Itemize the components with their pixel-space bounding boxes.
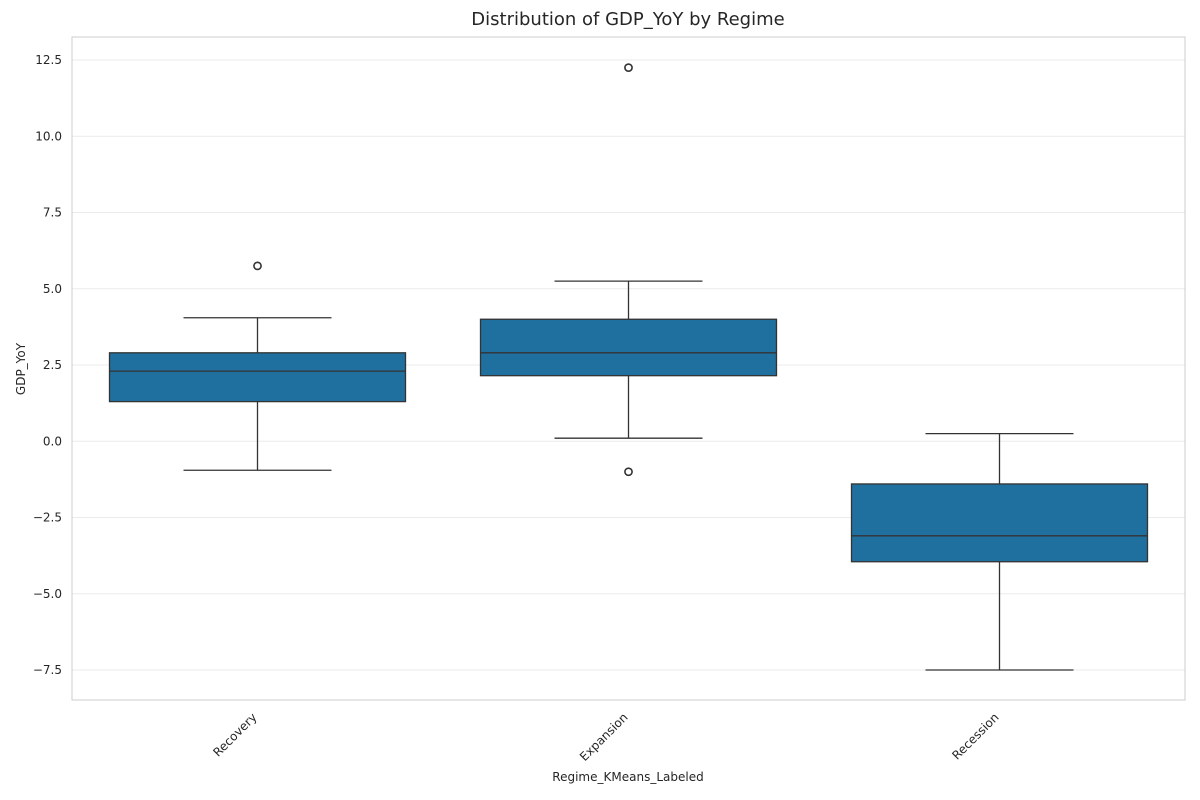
y-tick-label: 10.0 bbox=[35, 129, 62, 143]
y-tick-label: 7.5 bbox=[43, 206, 62, 220]
y-tick-labels: −7.5 −5.0 −2.5 0.0 2.5 5.0 7.5 10.0 12.5 bbox=[33, 53, 62, 677]
y-tick-label: 5.0 bbox=[43, 282, 62, 296]
box-recovery bbox=[108, 261, 407, 471]
x-tick-label-recovery: Recovery bbox=[210, 710, 259, 759]
box-layer bbox=[108, 63, 1149, 671]
y-tick-label: 2.5 bbox=[43, 358, 62, 372]
outlier-point bbox=[624, 63, 633, 73]
x-tick-labels: Recovery Expansion Recession bbox=[210, 710, 1001, 764]
x-tick-label-recession: Recession bbox=[949, 710, 1001, 762]
box-recession bbox=[850, 432, 1149, 671]
outlier-point bbox=[253, 261, 262, 271]
chart-title: Distribution of GDP_YoY by Regime bbox=[471, 9, 785, 30]
y-tick-label: −5.0 bbox=[33, 587, 62, 601]
x-tick-label-expansion: Expansion bbox=[577, 710, 631, 764]
y-tick-label: 12.5 bbox=[35, 53, 62, 67]
box-expansion bbox=[479, 63, 778, 477]
iqr-box bbox=[479, 318, 778, 377]
iqr-box bbox=[108, 352, 407, 403]
x-axis-label: Regime_KMeans_Labeled bbox=[552, 770, 703, 784]
y-tick-label: −2.5 bbox=[33, 511, 62, 525]
plot-frame bbox=[71, 36, 1186, 701]
outlier-point bbox=[624, 467, 633, 477]
iqr-box bbox=[850, 483, 1149, 563]
y-tick-label: −7.5 bbox=[33, 663, 62, 677]
y-axis-label: GDP_YoY bbox=[14, 342, 28, 395]
y-tick-label: 0.0 bbox=[43, 434, 62, 448]
